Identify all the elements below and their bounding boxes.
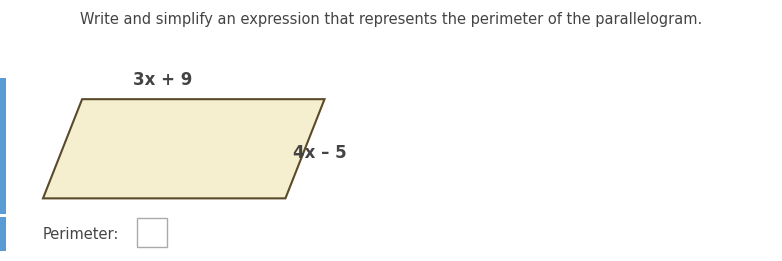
Bar — [137, 218, 167, 247]
Text: Perimeter:: Perimeter: — [43, 227, 120, 242]
Text: 4x – 5: 4x – 5 — [293, 144, 347, 162]
Polygon shape — [43, 99, 325, 198]
Text: 3x + 9: 3x + 9 — [133, 71, 192, 89]
Text: Write and simplify an expression that represents the perimeter of the parallelog: Write and simplify an expression that re… — [80, 12, 702, 27]
Bar — [0, 78, 6, 214]
Bar — [0, 217, 6, 251]
